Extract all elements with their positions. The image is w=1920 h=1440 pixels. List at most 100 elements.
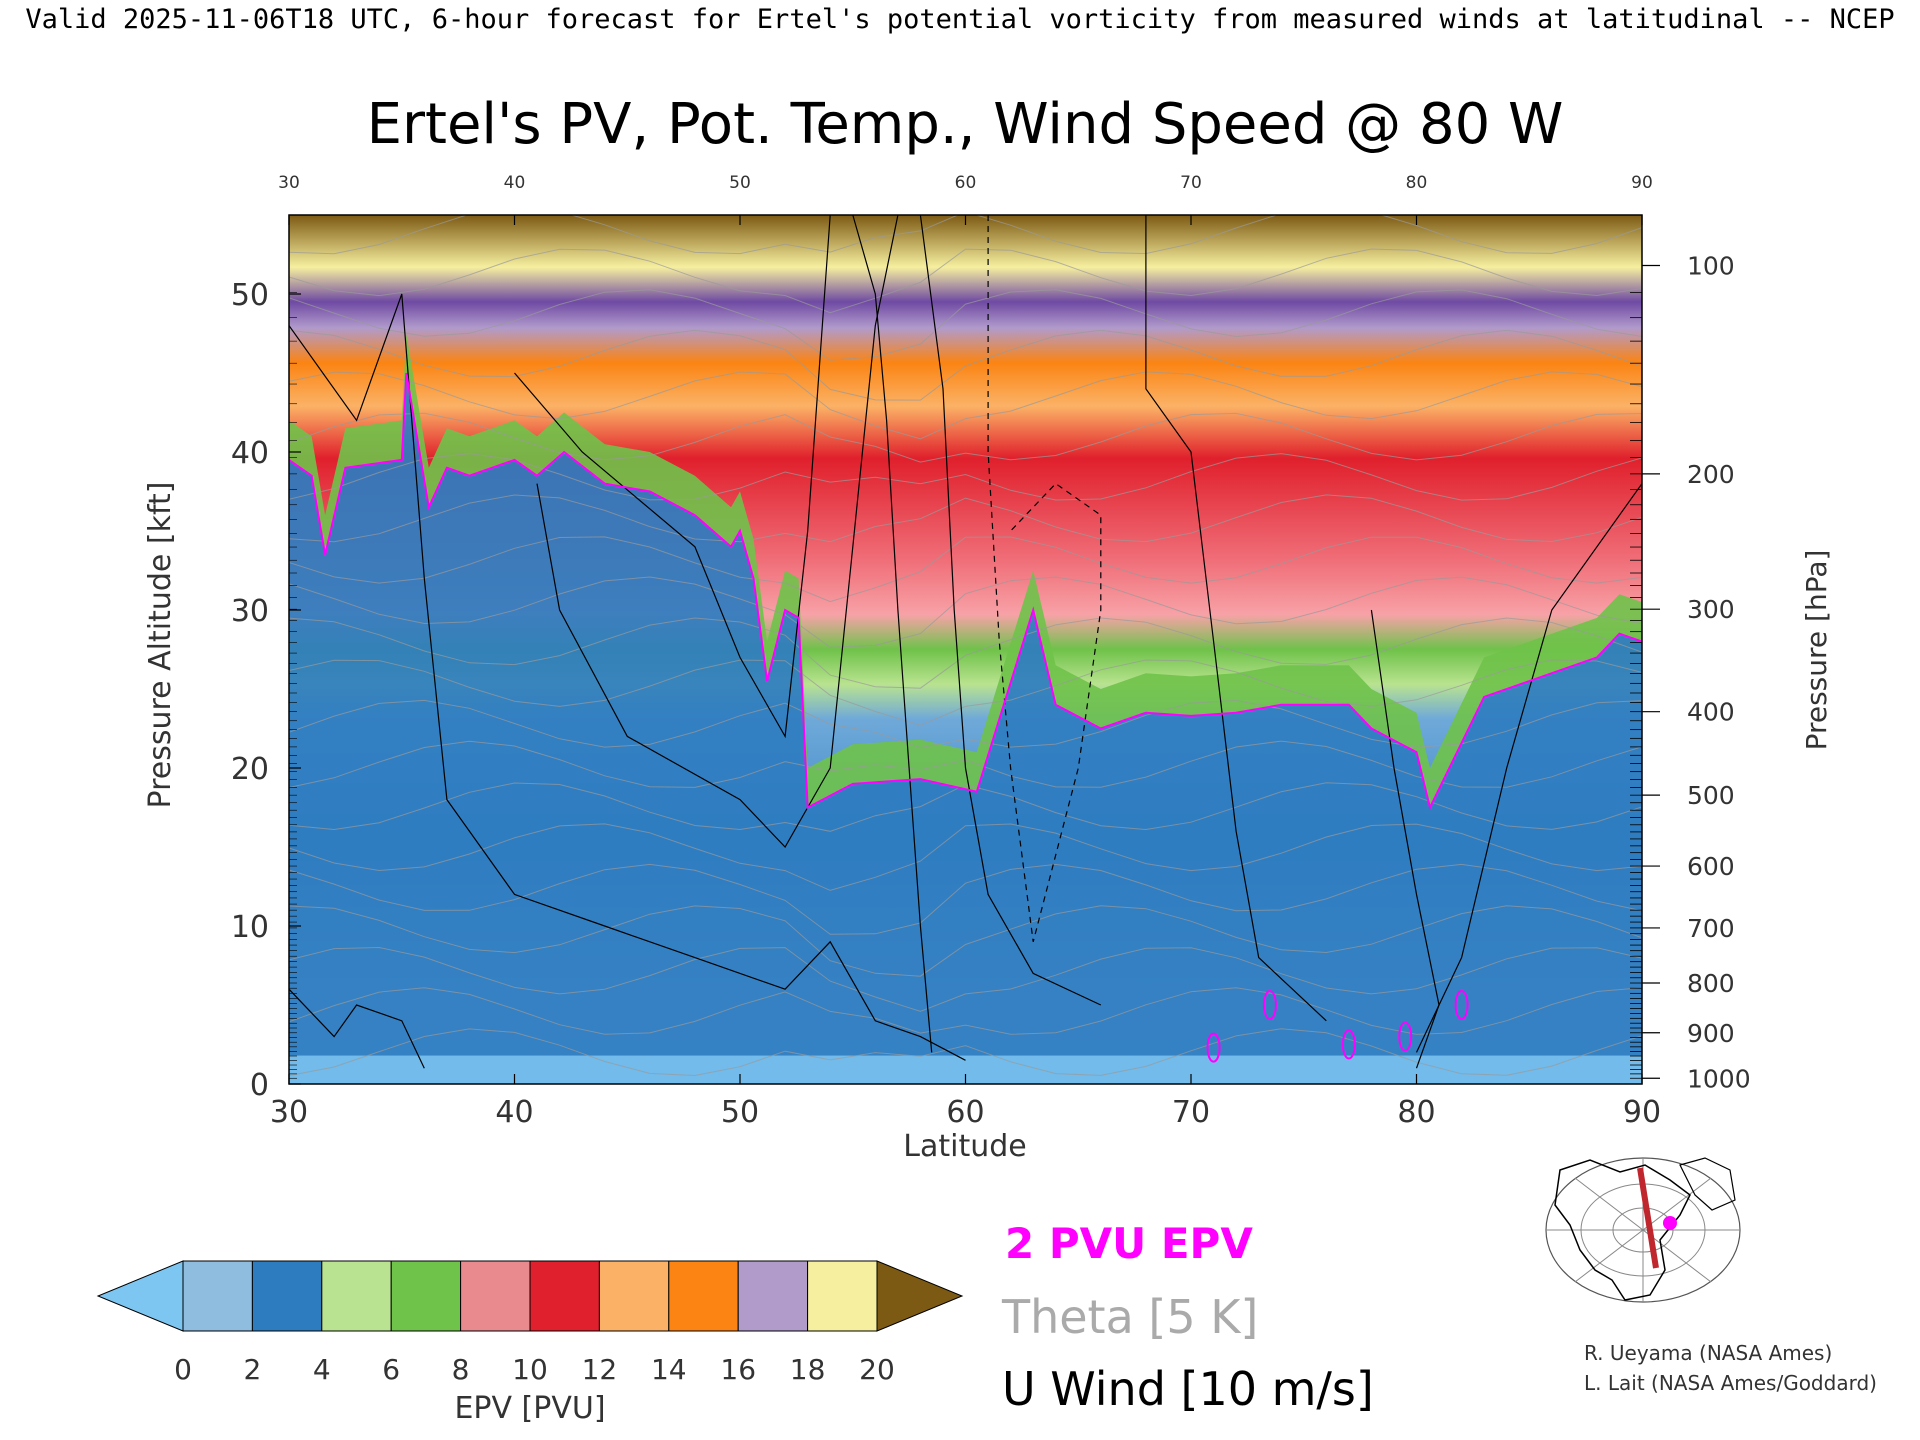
colorbar-segment — [807, 1260, 878, 1332]
colorbar-segment — [598, 1260, 670, 1332]
y-axis-label-left: Pressure Altitude [kft] — [143, 482, 178, 809]
x-axis: 30 40 50 60 70 80 90 — [270, 1074, 1661, 1130]
credit-line-2: L. Lait (NASA Ames/Goddard) — [1584, 1371, 1877, 1395]
top-axis: 30 40 50 60 70 80 90 — [278, 173, 1653, 225]
wind-line — [1415, 483, 1642, 1053]
theta-line — [289, 412, 1642, 463]
p-tick-label: 500 — [1687, 781, 1735, 810]
colorbar-over-arrow — [876, 1260, 964, 1332]
theta-line — [289, 494, 1642, 543]
theta-line — [289, 215, 1642, 255]
theta-line — [289, 699, 1642, 749]
x-tick-label: 70 — [1172, 1095, 1210, 1130]
wind-line — [289, 988, 425, 1069]
p-tick-label: 300 — [1687, 595, 1735, 624]
wind-line — [536, 215, 899, 848]
troposphere-fill — [289, 373, 1642, 1084]
theta-line — [289, 863, 1642, 935]
y-tick-label: 10 — [231, 910, 269, 945]
theta-line — [289, 905, 1642, 977]
x-tick-label: 80 — [1397, 1095, 1435, 1130]
theta-line — [289, 248, 1642, 314]
legend-wind: U Wind [10 m/s] — [1002, 1362, 1374, 1416]
theta-line — [289, 576, 1642, 648]
wind-line — [289, 293, 966, 1061]
top-tick-label: 30 — [278, 173, 300, 193]
top-tick-label: 90 — [1631, 173, 1653, 193]
theta-line — [289, 329, 1642, 401]
colorbar-segment — [737, 1260, 809, 1332]
x-tick-label: 90 — [1623, 1095, 1661, 1130]
locator-map — [1545, 1157, 1741, 1303]
green-band — [289, 333, 1642, 808]
wind-line — [1370, 609, 1440, 1069]
p-tick-label: 200 — [1687, 460, 1735, 489]
x-tick-label: 40 — [495, 1095, 533, 1130]
theta-line — [289, 617, 1642, 689]
colorbar-segment — [390, 1260, 462, 1332]
pvu-blob — [1206, 1032, 1221, 1063]
x-tick-label: 60 — [946, 1095, 984, 1130]
y-tick-label: 50 — [231, 278, 269, 313]
colorbar-tick-label: 20 — [859, 1353, 895, 1386]
theta-line — [289, 1028, 1642, 1077]
pvu-blob — [1454, 990, 1469, 1020]
colorbar-segment — [251, 1260, 323, 1332]
top-tick-label: 70 — [1180, 173, 1202, 193]
wind-contours — [289, 215, 1642, 1069]
top-tick-label: 50 — [729, 173, 751, 193]
colorbar-tick-label: 2 — [243, 1353, 261, 1386]
y-tick-label: 20 — [231, 752, 269, 787]
chart-title: Ertel's PV, Pot. Temp., Wind Speed @ 80 … — [367, 92, 1564, 157]
colorbar-tick-label: 18 — [790, 1353, 826, 1386]
y-axis-label-right: Pressure [hPa] — [1800, 550, 1833, 751]
colorbar-tick-label: 10 — [512, 1353, 548, 1386]
p-tick-label: 100 — [1687, 251, 1735, 280]
colorbar-tick-label: 16 — [720, 1353, 756, 1386]
theta-line — [289, 289, 1642, 361]
wind-line — [1145, 215, 1327, 1022]
colorbar-segment — [321, 1260, 392, 1332]
top-tick-label: 80 — [1406, 173, 1428, 193]
x-tick-label: 30 — [270, 1095, 308, 1130]
y-tick-label: 0 — [250, 1068, 269, 1103]
pvu-blobs — [1206, 990, 1469, 1063]
wind-line — [514, 215, 831, 739]
theta-line — [289, 659, 1642, 726]
plot-area — [289, 215, 1642, 1084]
theta-line — [289, 782, 1642, 832]
colorbar-under-arrow — [96, 1260, 184, 1332]
legend-theta: Theta [5 K] — [1001, 1290, 1258, 1344]
p-tick-label: 700 — [1687, 914, 1735, 943]
legend-pvu: 2 PVU EPV — [1005, 1219, 1253, 1268]
y-axis-right: 100 200 300 400 500 600 700 800 900 1000 — [289, 251, 1751, 1093]
theta-line — [289, 987, 1642, 1035]
pvu-blob — [1341, 1029, 1356, 1060]
credit-line-1: R. Ueyama (NASA Ames) — [1584, 1341, 1832, 1365]
pvu-2-contour — [289, 372, 1642, 811]
colorbar-tick-label: 14 — [651, 1353, 687, 1386]
valid-header: Valid 2025-11-06T18 UTC, 6-hour forecast… — [25, 4, 1894, 35]
colorbar-ticks: 0 2 4 6 8 10 12 14 16 18 20 — [174, 1353, 895, 1386]
colorbar-tick-label: 0 — [174, 1353, 192, 1386]
theta-line — [289, 536, 1642, 603]
colorbar-segment — [668, 1260, 739, 1332]
pvu-blob — [1262, 990, 1277, 1020]
colorbar-segment — [460, 1260, 531, 1332]
wind-line — [919, 215, 1102, 1006]
colorbar-label: EPV [PVU] — [454, 1391, 605, 1426]
p-tick-label: 800 — [1687, 969, 1735, 998]
theta-line — [289, 946, 1642, 1012]
top-tick-label: 40 — [504, 173, 526, 193]
wind-line — [987, 215, 1102, 942]
y-axis-left: 0 10 20 30 40 50 — [231, 278, 301, 1103]
x-tick-label: 50 — [721, 1095, 759, 1130]
pvu-blob — [1398, 1021, 1413, 1052]
p-tick-label: 400 — [1687, 698, 1735, 727]
colorbar-tick-label: 8 — [452, 1353, 470, 1386]
colorbar-tick-label: 6 — [382, 1353, 400, 1386]
top-tick-label: 60 — [955, 173, 977, 193]
colorbar-tick-label: 12 — [582, 1353, 618, 1386]
wind-line — [852, 215, 933, 1053]
